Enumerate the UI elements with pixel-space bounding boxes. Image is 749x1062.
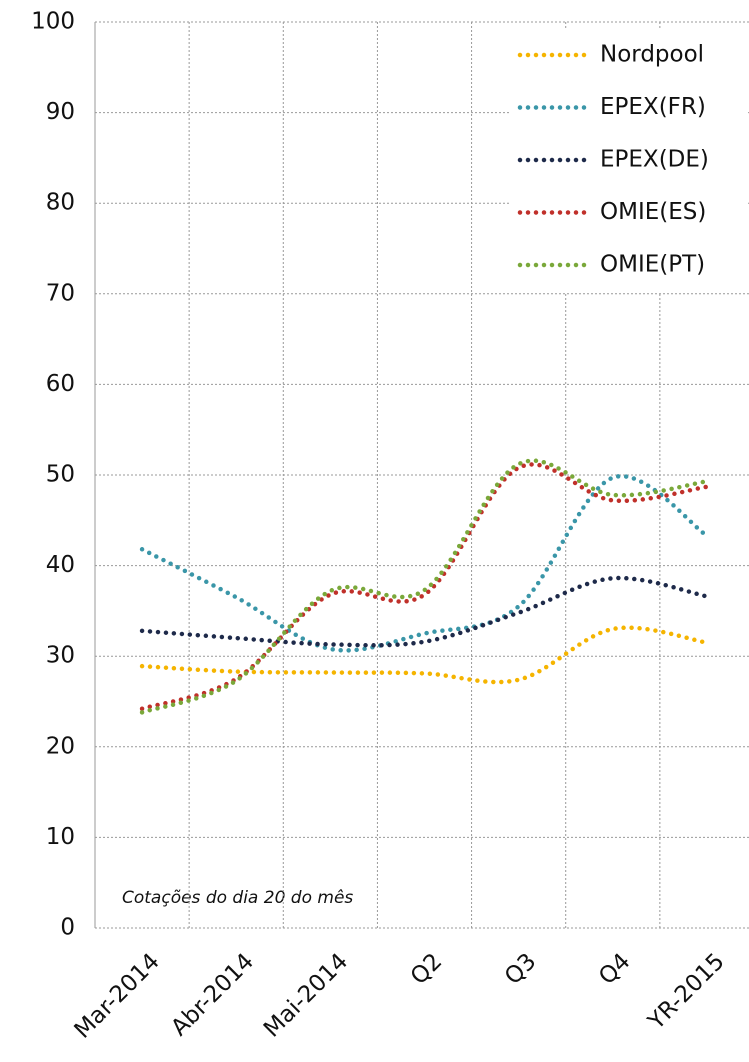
y-tick-label: 80 [46,190,75,216]
x-tick-label: Mai-2014 [259,948,353,1042]
x-tick-label: Mar-2014 [70,948,165,1043]
legend-label: OMIE(ES) [600,199,706,225]
y-tick-label: 0 [60,915,75,941]
y-tick-label: 50 [46,462,75,488]
series-line [139,458,710,715]
legend-box [510,30,748,292]
series-line [139,473,710,653]
legend-label: OMIE(PT) [600,252,705,278]
x-tick-label: Abr-2014 [166,948,259,1041]
y-tick-label: 90 [46,99,75,125]
series-line [139,575,710,648]
y-tick-label: 20 [46,733,75,759]
y-tick-label: 40 [46,552,75,578]
legend: Nordpool EPEX(FR) EPEX(DE) OMIE(ES) OMIE(PT) [510,30,748,292]
annotation: Cotações do dia 20 do mês [122,888,353,908]
series-line [139,462,710,711]
legend-label: EPEX(DE) [600,147,709,173]
legend-label: Nordpool [600,42,704,68]
y-tick-label: 70 [46,280,75,306]
y-tick-label: 100 [31,9,75,35]
x-tick-label: Q2 [406,948,448,990]
x-tick-label: YR-2015 [643,948,730,1035]
x-tick-label: Q4 [594,948,636,990]
y-tick-label: 10 [46,824,75,850]
x-tick-label: Q3 [500,948,542,990]
y-tick-label: 30 [46,643,75,669]
series-line [139,625,710,685]
y-tick-label: 60 [46,371,75,397]
legend-label: EPEX(FR) [600,94,706,120]
